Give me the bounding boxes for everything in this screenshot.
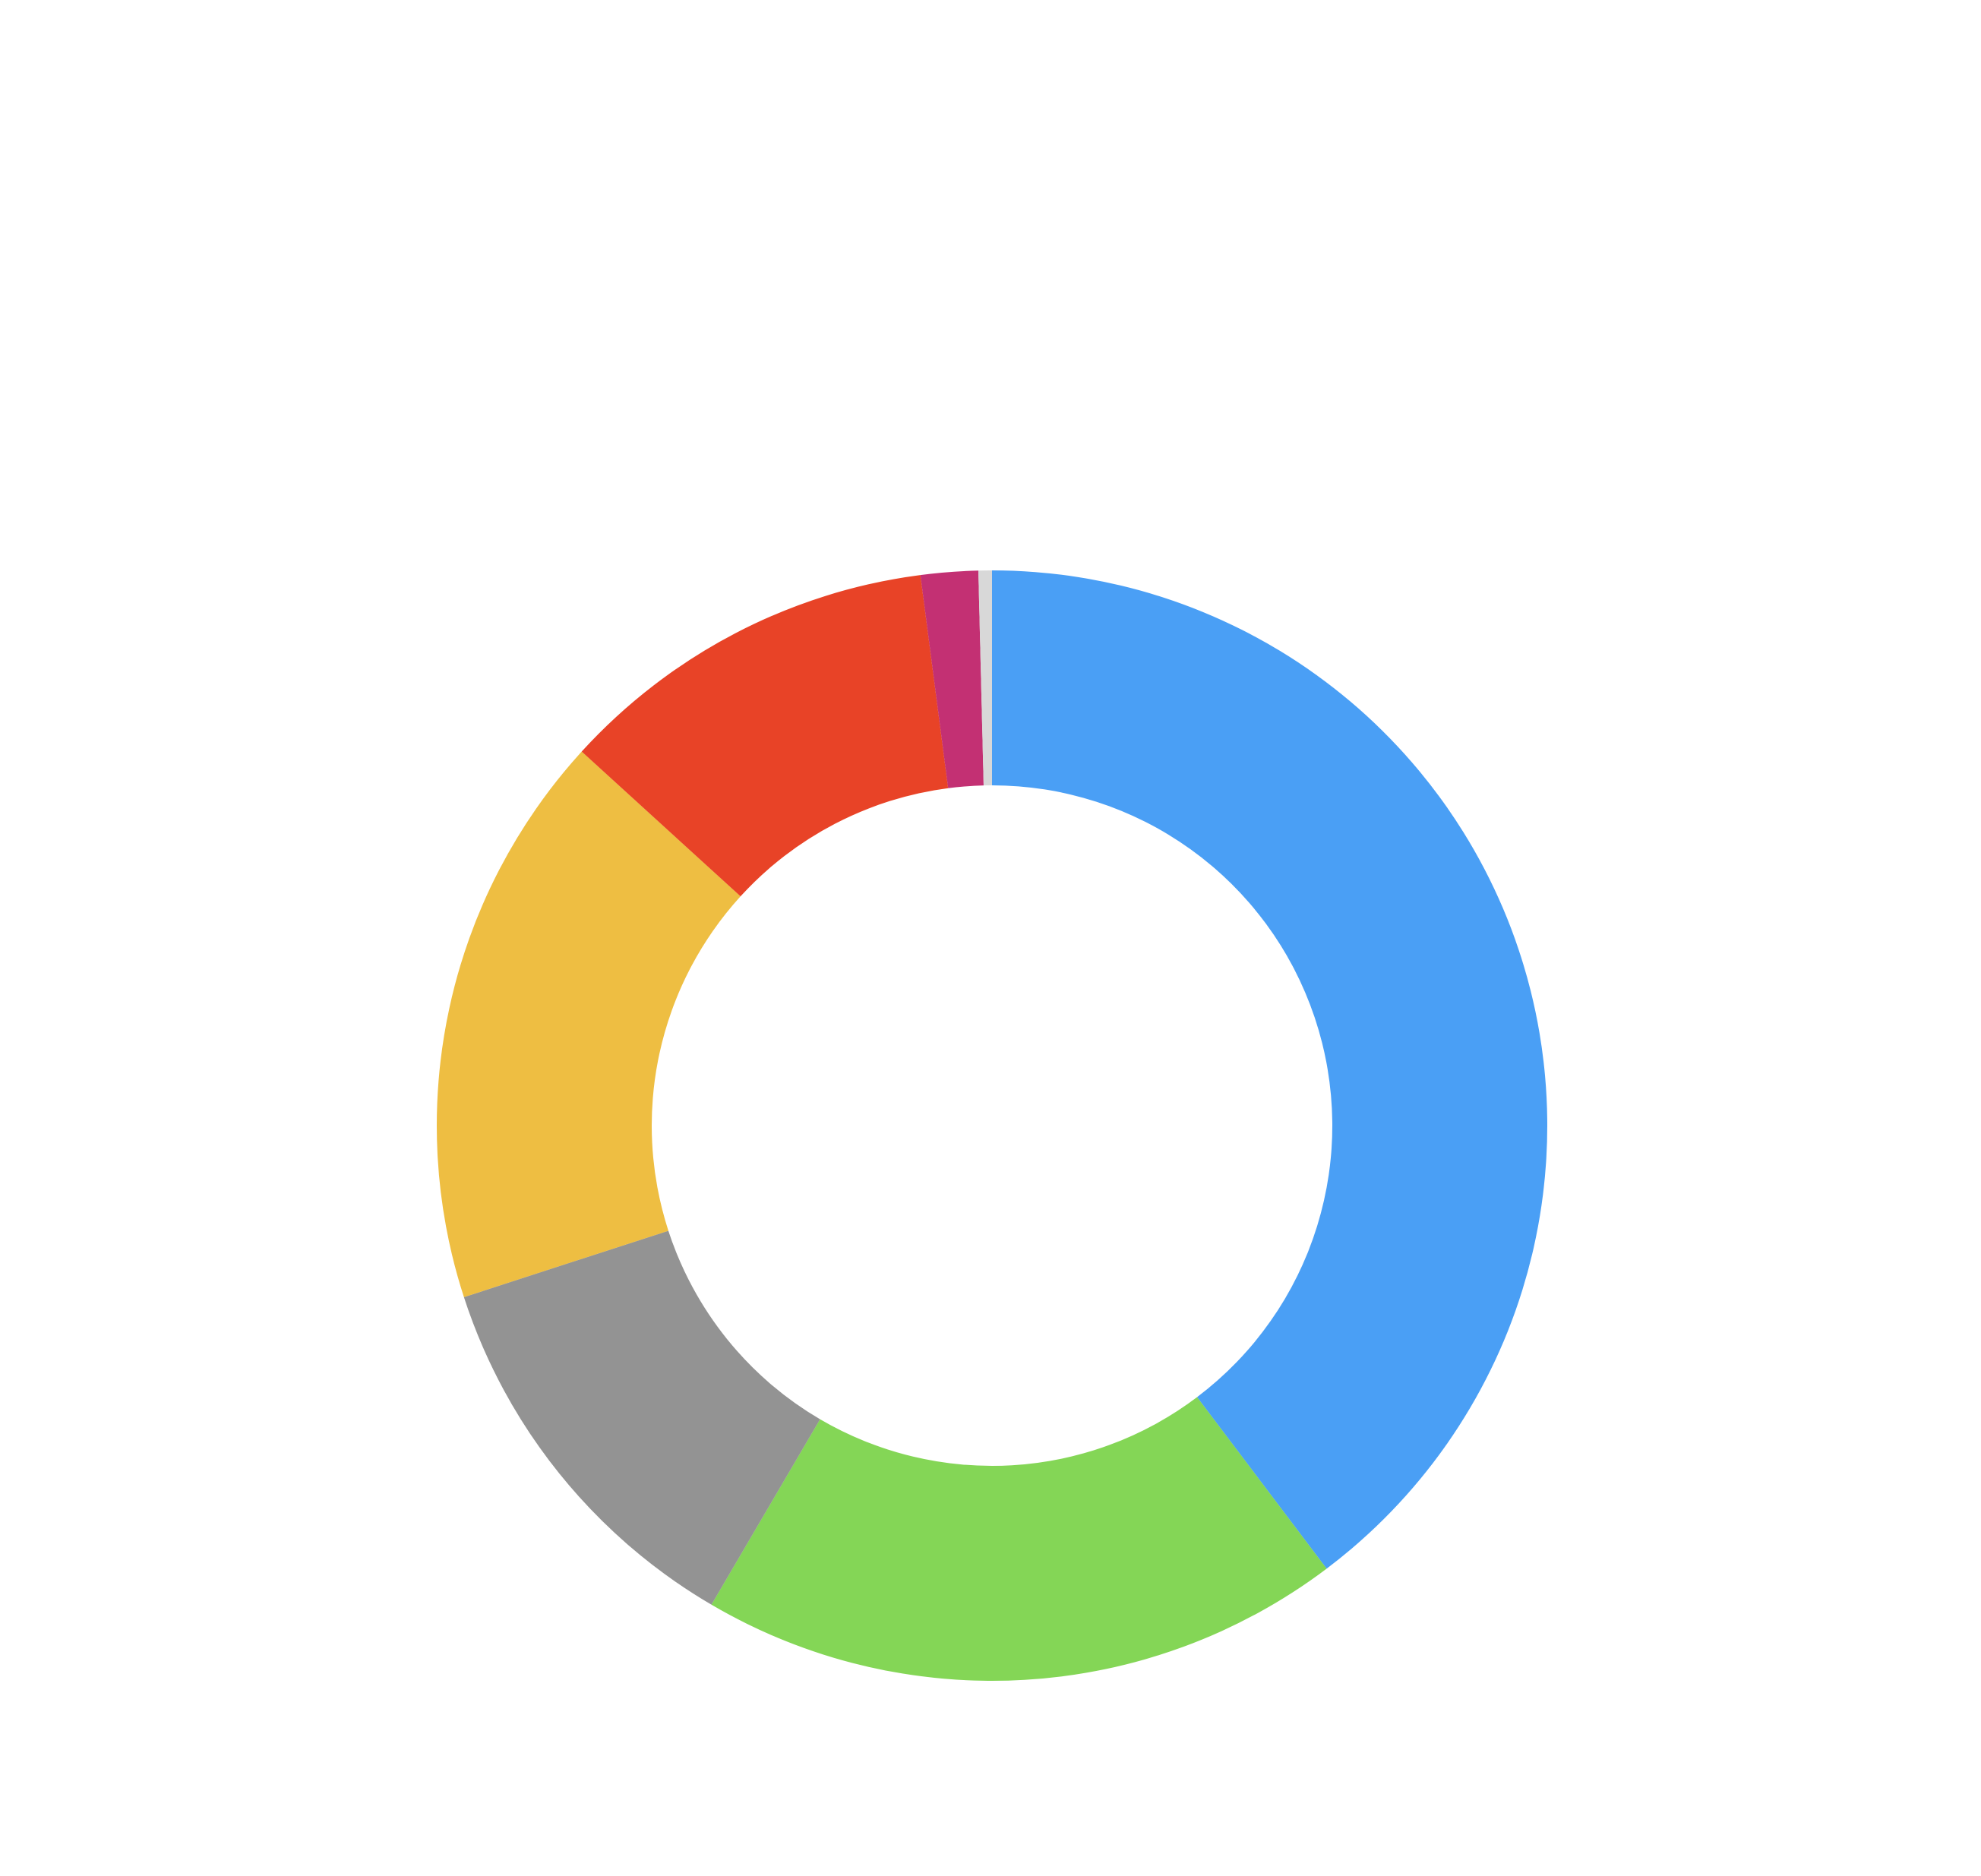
donut-slice-4 xyxy=(437,751,741,1297)
donut-slice-3 xyxy=(463,1230,820,1605)
donut-slice-1 xyxy=(992,570,1548,1569)
donut-slice-5 xyxy=(581,575,949,897)
donut-slice-7 xyxy=(978,570,992,786)
donut-slice-6 xyxy=(920,570,984,788)
donut-slice-2 xyxy=(711,1397,1327,1681)
